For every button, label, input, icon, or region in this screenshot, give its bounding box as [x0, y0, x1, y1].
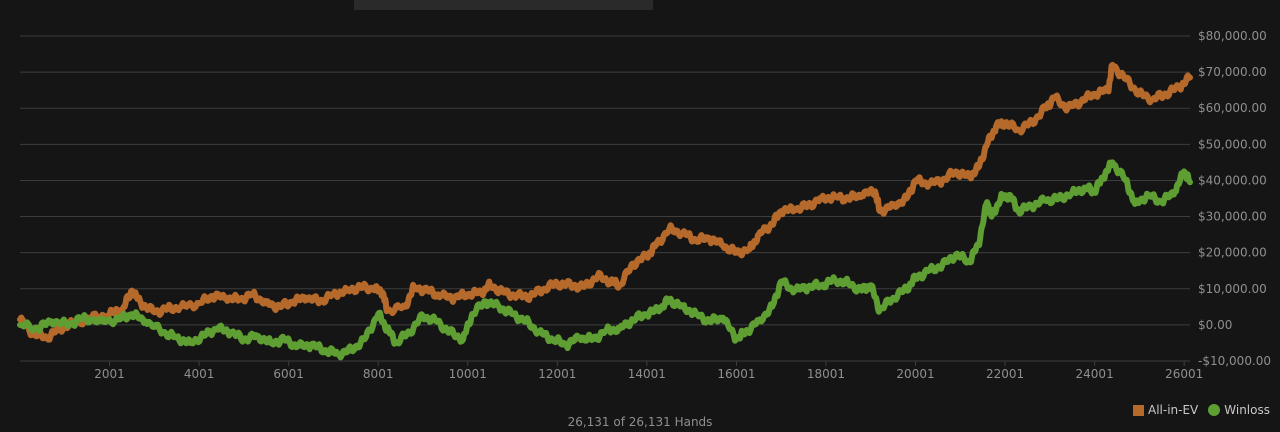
x-tick-label: 10001: [449, 367, 487, 381]
grid-lines: [20, 35, 1190, 362]
top-tab-strip: [354, 0, 653, 10]
x-tick-label: 20001: [896, 367, 934, 381]
x-tick-label: 24001: [1076, 367, 1114, 381]
y-tick-label: $10,000.00: [1198, 282, 1267, 296]
x-tick-label: 8001: [363, 367, 394, 381]
x-tick-label: 2001: [94, 367, 125, 381]
x-tick-label: 6001: [273, 367, 304, 381]
y-tick-label: -$10,000.00: [1198, 354, 1271, 368]
legend-item-winloss[interactable]: Winloss: [1208, 403, 1270, 417]
x-tick-label: 16001: [717, 367, 755, 381]
y-tick-label: $60,000.00: [1198, 101, 1267, 115]
y-axis-ticks: -$10,000.00 $0.00 $10,000.00 $20,000.00 $30,…: [1198, 29, 1271, 368]
circle-marker-icon: [1208, 404, 1221, 416]
y-tick-label: $0.00: [1198, 318, 1232, 332]
x-tick-label: 12001: [538, 367, 576, 381]
x-tick-label: 22001: [986, 367, 1024, 381]
x-tick-label: 18001: [807, 367, 845, 381]
legend: All-in-EV Winloss: [1129, 403, 1270, 417]
series-lines: [17, 61, 1193, 361]
hands-count: 26,131 of 26,131 Hands: [567, 415, 713, 429]
y-tick-label: $50,000.00: [1198, 137, 1267, 151]
y-tick-label: $40,000.00: [1198, 173, 1267, 187]
square-marker-icon: [1132, 404, 1144, 416]
legend-label: All-in-EV: [1147, 403, 1199, 417]
x-axis-ticks: 2001 4001 6001 8001 10001 12001 14001 16001 1800…: [94, 361, 1203, 381]
x-tick-label: 4001: [184, 367, 215, 381]
y-tick-label: $80,000.00: [1198, 29, 1267, 43]
y-tick-label: $70,000.00: [1198, 65, 1267, 79]
x-tick-label: 14001: [628, 367, 666, 381]
legend-item-all-in-ev[interactable]: All-in-EV: [1132, 403, 1199, 417]
y-tick-label: $30,000.00: [1198, 210, 1267, 224]
x-tick-label: 26001: [1165, 367, 1203, 381]
y-tick-label: $20,000.00: [1198, 246, 1267, 260]
legend-label: Winloss: [1224, 403, 1270, 417]
series-winloss-line: [17, 159, 1193, 361]
series-all-in-ev-line: [17, 61, 1193, 343]
